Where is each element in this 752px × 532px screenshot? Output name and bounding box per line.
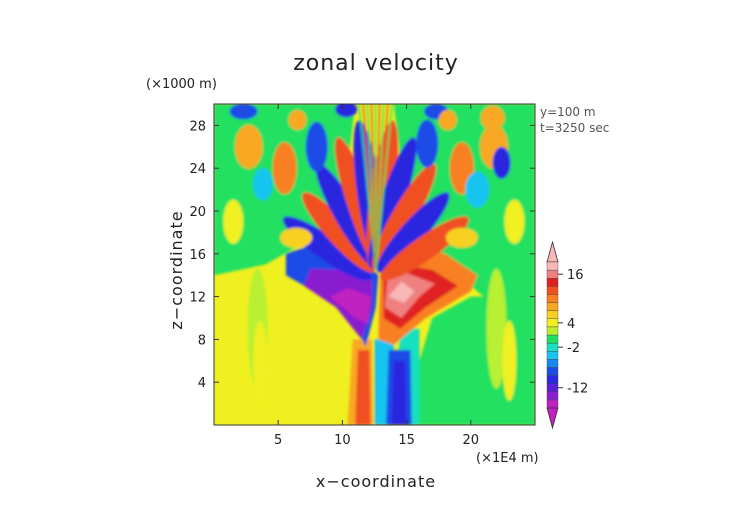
x-unit-label: (×1E4 m): [476, 451, 539, 466]
colorbar-swatch: [546, 342, 559, 352]
colorbar-swatch: [546, 334, 559, 344]
annotation-t: t=3250 sec: [540, 121, 609, 135]
contour-blob: [480, 105, 505, 130]
contour-blob-yellow: [502, 320, 517, 401]
y-tick-label: 4: [198, 376, 206, 391]
contour-fan-band: [302, 192, 375, 273]
axis-ticks: 5 10 15 20 4 8 12 16 20 24 28: [189, 104, 535, 448]
contour-blob: [280, 227, 313, 248]
contour-blob: [234, 124, 263, 169]
annotation-y: y=100 m: [540, 105, 596, 119]
colorbar-arrow-bottom: [546, 407, 559, 430]
colorbar-swatch: [546, 391, 559, 401]
contour-fan-band: [376, 192, 450, 273]
contour-blob: [465, 171, 490, 208]
colorbar-label: -2: [567, 341, 580, 356]
y-tick-label: 12: [189, 291, 206, 306]
y-tick-label: 20: [189, 205, 206, 220]
contour-blob: [288, 110, 307, 131]
contour-region-purple-lobe: [303, 268, 372, 340]
colorbar-swatch: [546, 399, 559, 409]
colorbar-label: 16: [567, 268, 584, 283]
contour-blob: [416, 119, 439, 168]
contour-blob: [252, 168, 273, 201]
contour-whisker: [374, 104, 393, 270]
colorbar-arrow-top: [546, 240, 559, 263]
x-axis-label: x−coordinate: [316, 472, 436, 491]
colorbar-swatch: [546, 375, 559, 384]
contour-blob: [438, 110, 457, 131]
colorbar-swatch: [546, 359, 559, 368]
x-tick-label: 15: [398, 433, 415, 448]
x-tick-label: 20: [463, 433, 480, 448]
colorbar-swatch: [546, 383, 559, 392]
colorbar-swatch: [546, 294, 559, 303]
contour-region-green-lower: [419, 296, 535, 425]
colorbar-swatch: [546, 278, 559, 287]
colorbar-label: 4: [567, 317, 575, 332]
colorbar-swatch: [546, 367, 559, 376]
colorbar-swatch: [546, 302, 559, 311]
colorbar: 16 4 -2 -12: [546, 240, 588, 430]
colorbar-swatch: [546, 326, 559, 336]
colorbar-swatch: [546, 310, 559, 319]
colorbar-swatch: [546, 286, 559, 295]
contour-fan-band: [380, 216, 469, 281]
contour-blob-yellow: [486, 268, 507, 389]
contour-region-red-column: [355, 350, 371, 425]
contour-blob: [445, 227, 478, 248]
colorbar-swatch: [546, 351, 559, 360]
y-tick-label: 28: [189, 119, 206, 134]
colorbar-label: -12: [567, 382, 588, 397]
colorbar-swatch: [546, 269, 559, 279]
contour-blob: [305, 121, 328, 172]
contour-blob: [272, 142, 297, 195]
velocity-field: [214, 104, 535, 425]
contour-region-magenta-core: [329, 288, 371, 324]
contour-fan-band: [372, 163, 437, 270]
y-tick-label: 8: [198, 333, 206, 348]
plot-area: [214, 104, 535, 425]
contour-region-darkblue-column: [391, 360, 407, 425]
colorbar-swatch: [546, 261, 559, 271]
plot-frame: [213, 103, 536, 426]
colorbar-swatch: [546, 318, 559, 328]
contour-blob-yellow: [253, 320, 268, 401]
contour-region-lightpink-core: [388, 281, 415, 304]
y-tick-label: 16: [189, 248, 206, 263]
contour-blob: [335, 104, 358, 118]
y-axis-label: z−coordinate: [167, 210, 186, 329]
contour-blob: [229, 104, 258, 120]
x-tick-label: 5: [274, 433, 282, 448]
y-unit-label: (×1000 m): [146, 77, 217, 92]
contour-fan-band: [368, 137, 417, 269]
y-tick-label: 24: [189, 162, 206, 177]
x-tick-label: 10: [334, 433, 351, 448]
chart-title: zonal velocity: [293, 51, 459, 76]
contour-blob: [504, 199, 525, 244]
contour-blob: [223, 199, 244, 244]
contour-blob: [492, 146, 511, 179]
